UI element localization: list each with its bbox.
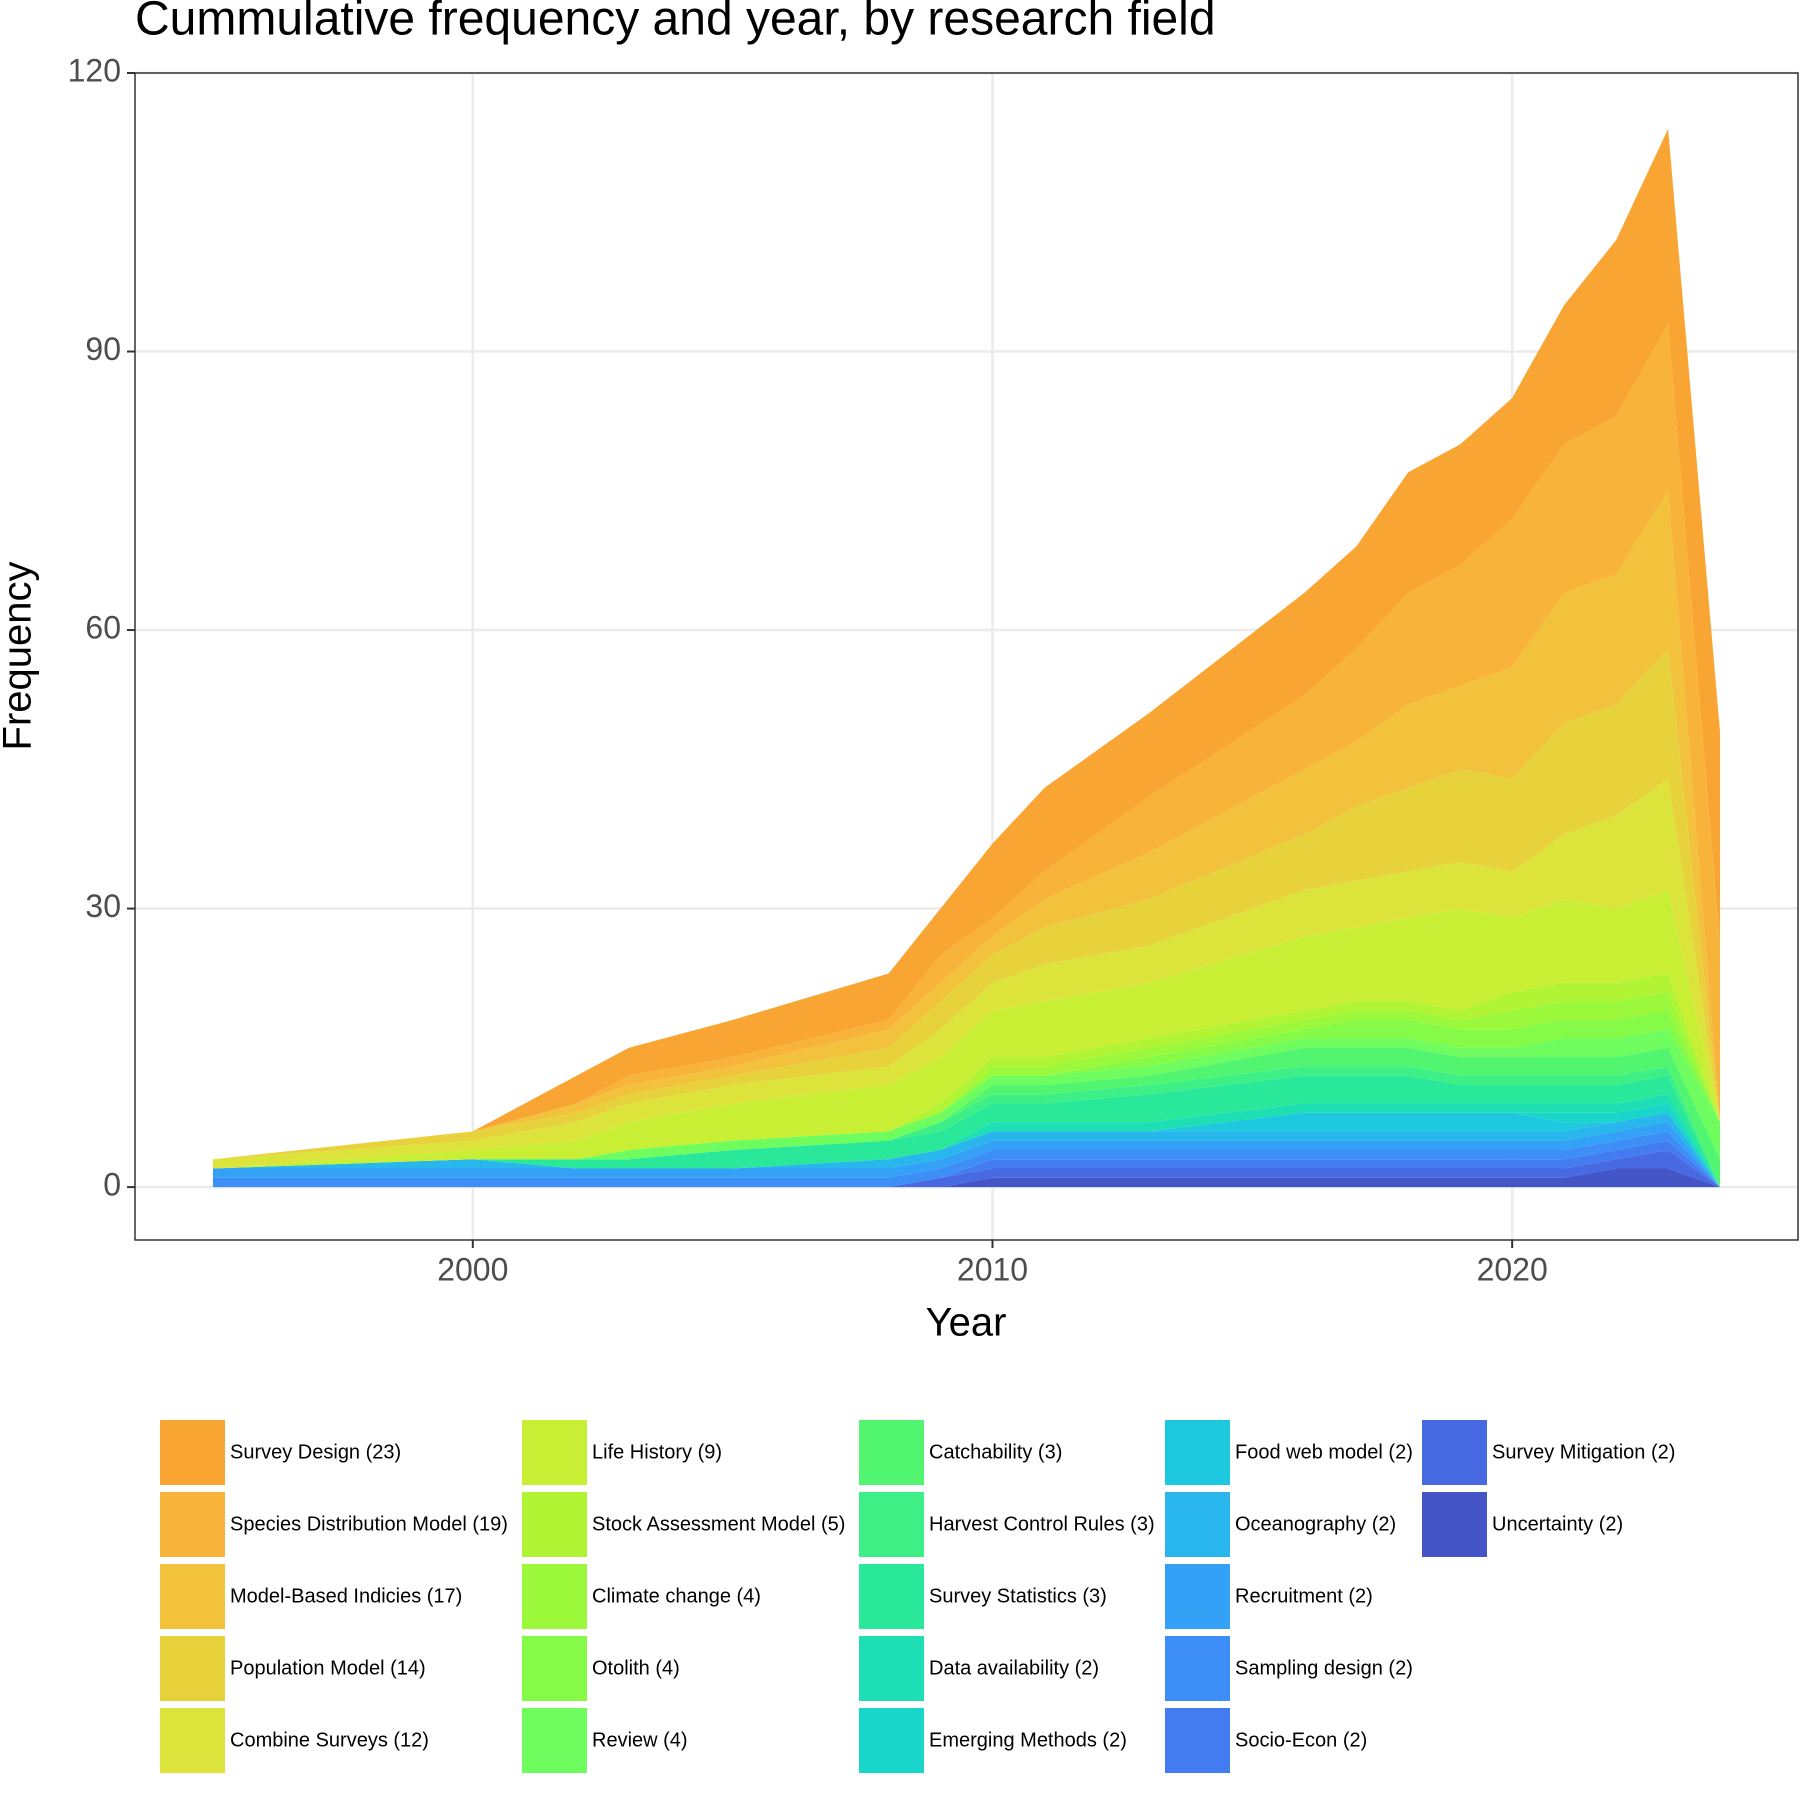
area bbox=[212, 992, 1721, 1169]
legend-label: Oceanography (2) bbox=[1235, 1513, 1396, 1535]
legend-label: Survey Design (23) bbox=[230, 1441, 401, 1463]
y-axis-label: Frequency bbox=[0, 562, 40, 751]
legend-key bbox=[859, 1708, 924, 1773]
legend-label: Recruitment (2) bbox=[1235, 1585, 1373, 1607]
x-axis-label: Year bbox=[926, 1301, 1007, 1345]
legend-key bbox=[1165, 1564, 1230, 1629]
legend-key bbox=[1165, 1636, 1230, 1701]
y-tick-label: 120 bbox=[68, 52, 121, 88]
legend-label: Model-Based Indicies (17) bbox=[230, 1585, 462, 1607]
legend-key bbox=[1422, 1492, 1487, 1557]
area bbox=[212, 1047, 1721, 1188]
y-tick-label: 90 bbox=[85, 331, 121, 367]
legend-key bbox=[522, 1420, 587, 1485]
legend-label: Survey Statistics (3) bbox=[929, 1585, 1107, 1607]
legend-key bbox=[160, 1564, 225, 1629]
legend-label: Catchability (3) bbox=[929, 1441, 1062, 1463]
legend-key bbox=[859, 1420, 924, 1485]
x-tick-label: 2000 bbox=[437, 1251, 508, 1287]
area bbox=[212, 1094, 1721, 1188]
legend-label: Otolith (4) bbox=[592, 1657, 680, 1679]
legend-key bbox=[160, 1708, 225, 1773]
legend-key bbox=[522, 1708, 587, 1773]
legend-label: Data availability (2) bbox=[929, 1657, 1099, 1679]
area bbox=[212, 1140, 1721, 1188]
legend-key bbox=[859, 1636, 924, 1701]
y-tick-label: 60 bbox=[85, 609, 121, 645]
legend-label: Population Model (14) bbox=[230, 1657, 426, 1679]
legend-label: Emerging Methods (2) bbox=[929, 1729, 1127, 1751]
legend-key bbox=[160, 1636, 225, 1701]
legend-key bbox=[160, 1420, 225, 1485]
y-tick-label: 0 bbox=[103, 1167, 121, 1203]
area bbox=[212, 1168, 1721, 1188]
legend-label: Food web model (2) bbox=[1235, 1441, 1413, 1463]
area bbox=[212, 889, 1721, 1169]
legend-key bbox=[522, 1492, 587, 1557]
legend-key bbox=[1165, 1420, 1230, 1485]
area bbox=[212, 1066, 1721, 1188]
y-tick-label: 30 bbox=[85, 888, 121, 924]
area bbox=[212, 1112, 1721, 1188]
legend-key bbox=[859, 1492, 924, 1557]
panel-border bbox=[134, 72, 1799, 1241]
legend-label: Survey Mitigation (2) bbox=[1492, 1441, 1675, 1463]
chart-title: Cummulative frequency and year, by resea… bbox=[135, 0, 1216, 46]
legend-key bbox=[859, 1564, 924, 1629]
legend-key bbox=[1165, 1708, 1230, 1773]
legend-key bbox=[1422, 1420, 1487, 1485]
legend-label: Uncertainty (2) bbox=[1492, 1513, 1623, 1535]
area bbox=[212, 1122, 1721, 1188]
x-tick-label: 2020 bbox=[1477, 1251, 1548, 1287]
area bbox=[212, 1010, 1721, 1169]
legend-label: Harvest Control Rules (3) bbox=[929, 1513, 1155, 1535]
area bbox=[212, 1149, 1721, 1188]
legend-label: Review (4) bbox=[592, 1729, 688, 1751]
legend-key bbox=[522, 1636, 587, 1701]
legend-label: Life History (9) bbox=[592, 1441, 722, 1463]
legend-label: Socio-Econ (2) bbox=[1235, 1729, 1367, 1751]
legend-label: Climate change (4) bbox=[592, 1585, 761, 1607]
legend-key bbox=[522, 1564, 587, 1629]
legend-key bbox=[1165, 1492, 1230, 1557]
legend-label: Sampling design (2) bbox=[1235, 1657, 1413, 1679]
x-tick-label: 2010 bbox=[957, 1251, 1028, 1287]
legend-label: Species Distribution Model (19) bbox=[230, 1513, 508, 1535]
legend-label: Combine Surveys (12) bbox=[230, 1729, 429, 1751]
area bbox=[212, 1029, 1721, 1169]
area bbox=[212, 973, 1721, 1169]
legend-label: Stock Assessment Model (5) bbox=[592, 1513, 845, 1535]
legend-key bbox=[160, 1492, 225, 1557]
